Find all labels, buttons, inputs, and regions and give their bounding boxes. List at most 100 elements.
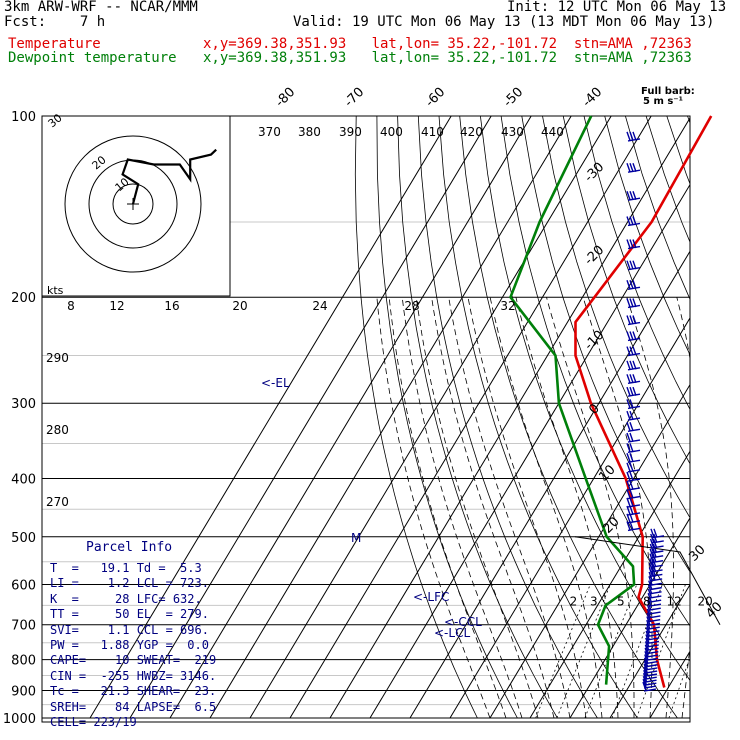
wind-barb-shaft-278	[627, 380, 641, 385]
wind-barb-feather-732-0	[645, 627, 651, 637]
wind-barb-feather-522-0	[649, 538, 655, 548]
wind-barb-shaft-702	[647, 622, 661, 627]
wind-barb-feather-362-0	[626, 443, 631, 453]
wind-barb-shaft-712	[647, 626, 660, 630]
moist-adiabat--4	[431, 297, 555, 719]
wind-barb-feather-348-0	[626, 432, 631, 442]
wind-barb-shaft-882	[644, 682, 657, 686]
wind-barb-shaft-732	[647, 633, 660, 638]
parcel-info-row: PW = 1.88 YGP = 0.0	[50, 638, 209, 652]
wind-barb-shaft-264	[627, 367, 641, 371]
speed-scale-label-8: 8	[67, 299, 75, 313]
wind-barb-shaft-222	[627, 321, 641, 326]
wind-barb-feather-532-1	[652, 543, 658, 553]
wind-barb-feather-138-2	[632, 190, 637, 200]
hodograph-trace	[121, 148, 217, 205]
wind-barb-shaft-792	[646, 654, 659, 658]
wind-barb-feather-460-0	[626, 505, 631, 515]
wind-barb-feather-208-1	[629, 298, 634, 308]
dry-adiabat-340	[542, 116, 690, 719]
wind-barb-feather-222-2	[632, 315, 637, 325]
wind-barb-feather-862-0	[643, 669, 648, 679]
wind-barb-shaft-802	[645, 657, 659, 662]
wind-barb-feather-390-0	[626, 462, 631, 472]
dry-adiabat-360	[583, 116, 690, 719]
dry-adiabat-label-400-3: 400	[380, 125, 403, 139]
wind-barb-shaft-362	[627, 449, 641, 454]
wind-barb-shaft-752	[646, 640, 660, 645]
wind-barb-feather-522-1	[652, 538, 658, 548]
profile-line-dewpoint	[509, 115, 636, 685]
wind-barb-feather-592-0	[648, 571, 653, 581]
wind-barb-shaft-632	[649, 595, 662, 599]
wind-barb-shaft-532	[651, 550, 664, 554]
wind-barb-shaft-208	[627, 304, 641, 309]
dewpoint-legend: Dewpoint temperature	[8, 50, 177, 66]
annotation-3: <-LCL	[434, 626, 470, 640]
wind-barb-shaft-250	[627, 352, 641, 357]
wind-barb-feather-460-1	[629, 505, 634, 515]
wind-barb-feather-892-0	[642, 678, 647, 688]
wind-barb-feather-180-0	[626, 260, 631, 270]
wind-barb-shaft-842	[645, 670, 658, 674]
wind-barb-feather-334-1	[629, 422, 634, 432]
wind-barb-feather-152-1	[629, 216, 634, 226]
parcel-info-row: CIN = -255 HWBZ= 3146.	[50, 668, 217, 683]
isobar-label-1000: 1000	[3, 712, 36, 727]
isotherm--10	[529, 116, 690, 719]
wind-barb-shaft-762	[646, 644, 659, 648]
wind-barb-feather-208-0	[626, 298, 631, 308]
wind-barb-feather-222-0	[626, 315, 631, 325]
wind-barb-feather-602-0	[648, 576, 653, 586]
isotherm-label--80: -80	[273, 85, 299, 111]
wind-barb-feather-772-0	[644, 641, 650, 651]
wind-barb-feather-432-0	[626, 489, 631, 499]
wind-barb-shaft-334	[627, 428, 641, 432]
wind-barb-shaft-488	[627, 527, 641, 532]
wind-barb-shaft-812	[645, 660, 658, 665]
mixing-ratio-line-20	[668, 584, 690, 719]
speed-scale-label-20: 20	[232, 299, 247, 313]
dry-adiabat-430	[729, 116, 740, 718]
wind-barb-shaft-562	[650, 564, 663, 569]
moist-adiabat--8	[415, 297, 539, 719]
wind-barb-feather-404-0	[626, 471, 631, 481]
wind-barb-feather-812-0	[644, 654, 649, 664]
isotherm--80	[249, 116, 612, 719]
dewpoint-location: x,y=369.38,351.93 lat,lon= 35.22,-101.72…	[203, 50, 692, 66]
wind-barb-feather-542-0	[649, 548, 654, 558]
wind-barb-feather-632-0	[647, 588, 653, 598]
temperature-location: x,y=369.38,351.93 lat,lon= 35.22,-101.72…	[203, 36, 692, 52]
parcel-info-panel: Parcel Info T = 19.1 Td = 5.3 LI = 1.2 LC…	[42, 537, 232, 729]
wind-barb-feather-872-0	[642, 672, 648, 682]
parcel-info-row: CELL= 223/19	[50, 715, 137, 729]
wind-barb-feather-278-2	[632, 374, 637, 384]
wind-barb-feather-592-1	[651, 571, 656, 581]
speed-scale-label-24: 24	[312, 299, 327, 313]
wind-barb-feather-166-1	[629, 239, 634, 249]
diagram-grid	[42, 116, 740, 719]
wind-barb-feather-418-1	[629, 480, 634, 490]
wind-barb-feather-474-0	[626, 513, 631, 523]
wind-barb-shaft-348	[627, 439, 641, 443]
isotherm--40	[409, 116, 690, 719]
parcel-info-row: TT = 50 EL = 279.	[50, 607, 209, 622]
wind-barb-feather-236-2	[632, 331, 637, 341]
wind-barb-feather-320-0	[626, 410, 631, 420]
wind-barb-feather-474-1	[629, 513, 634, 523]
wind-barb-feather-542-1	[652, 548, 657, 558]
mixing-ratio-label-12: 12	[667, 594, 682, 608]
wind-barb-feather-502-0	[650, 528, 655, 538]
isotherm--50	[369, 116, 690, 719]
wind-barb-shaft-652	[648, 603, 662, 607]
wind-barb-feather-110-0	[626, 131, 631, 141]
wind-barb-feather-152-2	[632, 216, 637, 226]
wind-barb-shaft-852	[644, 673, 658, 677]
isotherm-label--20: -20	[582, 243, 608, 269]
barb-legend-title: Full barb:	[641, 86, 695, 97]
wind-barb-shaft-390	[627, 469, 641, 473]
wind-barb-feather-446-1	[629, 497, 634, 507]
wind-barb-feather-662-0	[647, 600, 652, 610]
annotation-4: M	[351, 531, 361, 545]
